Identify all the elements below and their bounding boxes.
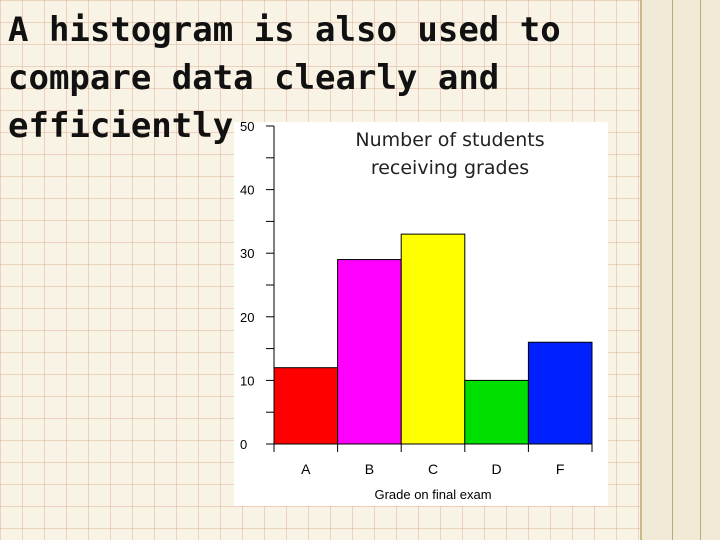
slide-title-line-3: efficiently.: [8, 106, 254, 146]
x-tick-label: F: [556, 461, 565, 477]
x-axis-label: Grade on final exam: [374, 487, 491, 502]
slide-title-line-2: compare data clearly and: [8, 58, 500, 98]
bar-d: [464, 379, 529, 445]
bar-b: [337, 259, 402, 445]
y-tick-label: 40: [240, 183, 254, 198]
y-tick-label: 50: [240, 119, 254, 134]
y-tick-label: 20: [240, 310, 254, 325]
x-tick-label: B: [365, 461, 374, 477]
bar-c: [400, 233, 466, 445]
bar-f: [527, 341, 593, 445]
x-tick-label: C: [428, 461, 438, 477]
x-tick-label: A: [301, 461, 311, 477]
chart-title-line-1: Number of students: [355, 129, 545, 151]
x-tick-label: D: [492, 461, 502, 477]
y-tick-label: 30: [240, 246, 254, 261]
ruler-edge: [700, 0, 701, 540]
ruler-decoration: [640, 0, 720, 540]
chart-title: Number of students receiving grades: [330, 126, 570, 182]
y-tick-label: 0: [240, 437, 247, 452]
chart-title-line-2: receiving grades: [370, 157, 530, 179]
bar-a: [273, 367, 339, 445]
slide-title-line-1: A histogram is also used to: [8, 10, 561, 50]
y-tick-label: 10: [240, 373, 254, 388]
slide-title: A histogram is also used to compare data…: [8, 6, 628, 150]
ruler-edge: [672, 0, 673, 540]
